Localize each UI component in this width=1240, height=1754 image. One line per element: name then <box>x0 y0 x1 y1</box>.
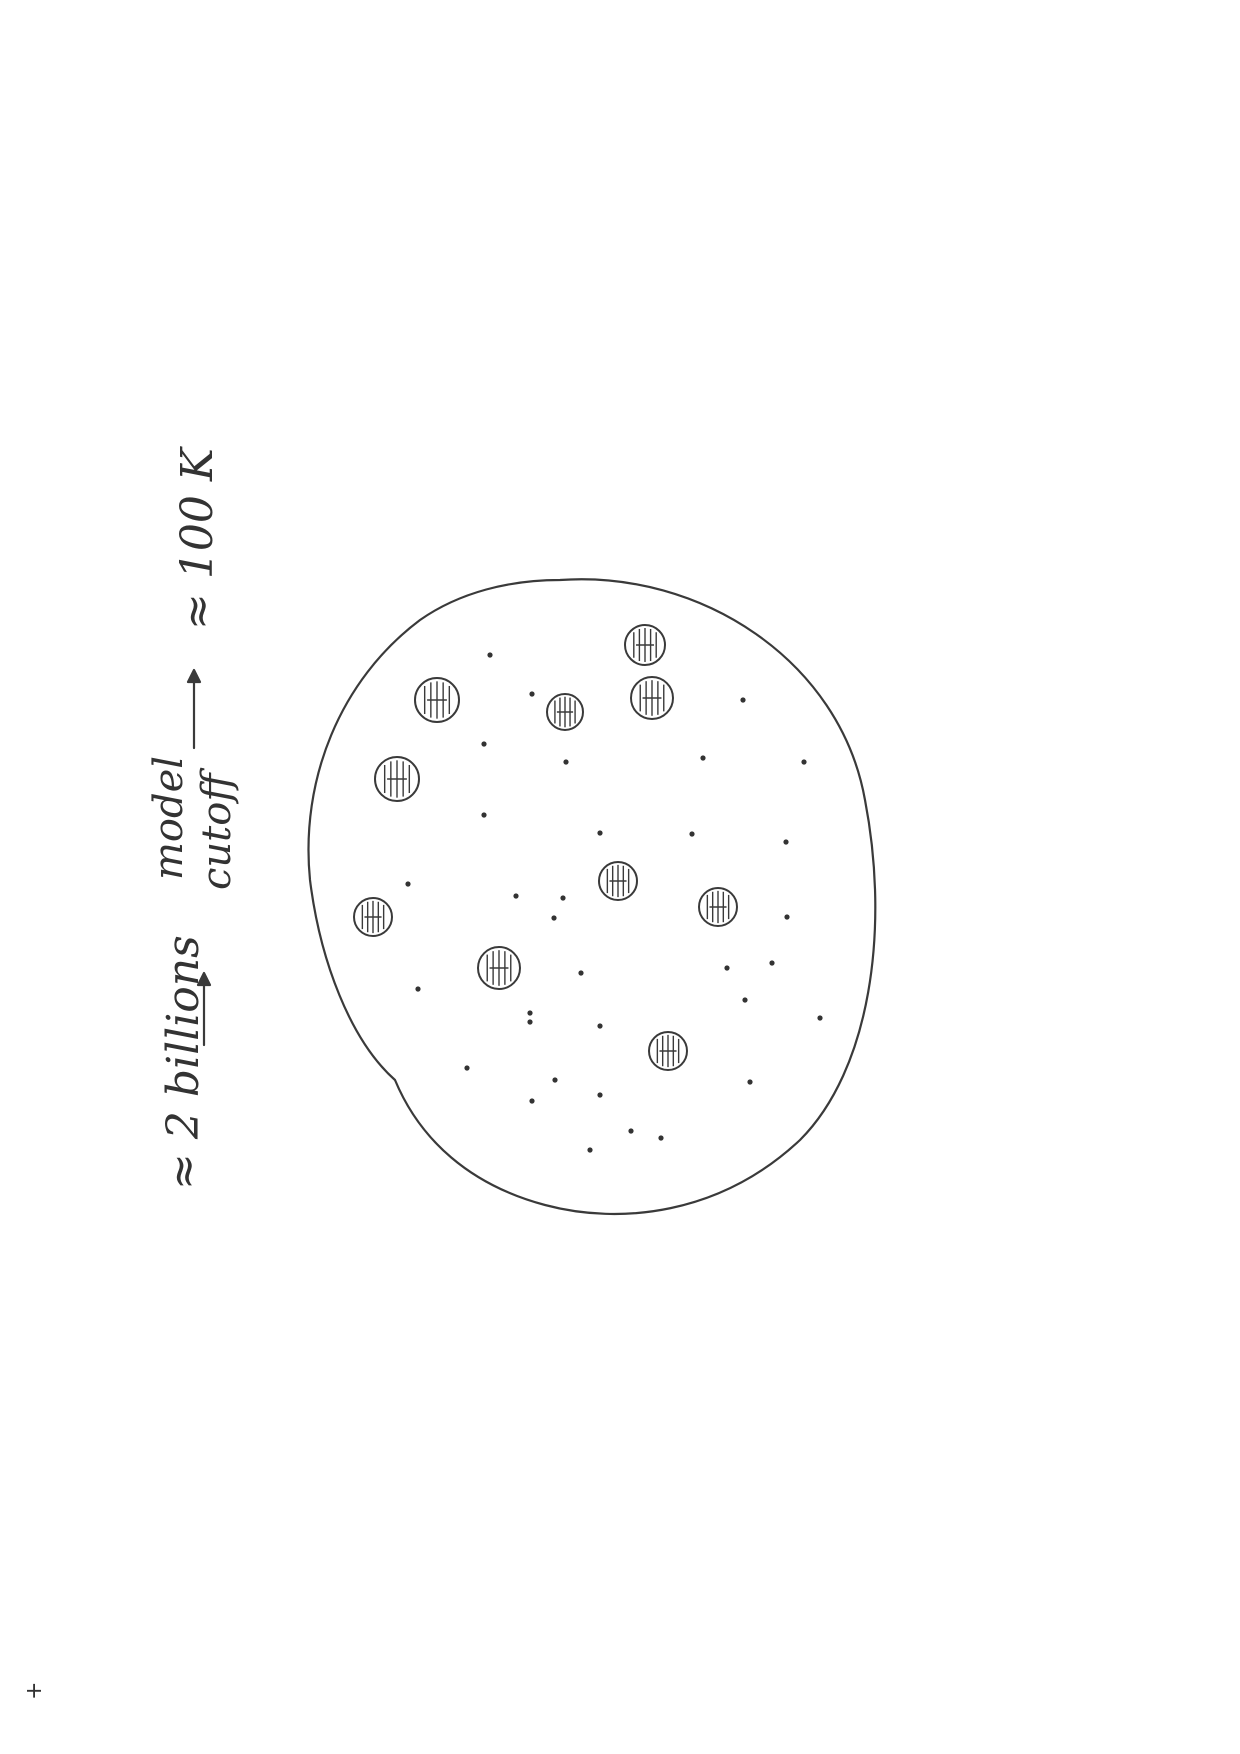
circled-marker <box>414 677 460 723</box>
dot <box>769 960 775 966</box>
dot <box>529 1098 535 1104</box>
dot <box>405 881 411 887</box>
dot <box>578 970 584 976</box>
dot <box>597 1092 603 1098</box>
dot <box>527 1019 533 1025</box>
cutoff-label-group: cutoff <box>194 767 240 890</box>
cutoff-label: cutoff <box>194 767 240 890</box>
arrow-2 <box>186 668 202 750</box>
circled-marker <box>698 887 738 927</box>
dot <box>415 986 421 992</box>
circled-marker <box>477 946 521 990</box>
circled-marker <box>353 897 393 937</box>
corner-mark: + <box>22 1681 47 1700</box>
dot <box>563 759 569 765</box>
dot <box>487 652 493 658</box>
dot <box>560 895 566 901</box>
dot <box>481 741 487 747</box>
dot <box>513 893 519 899</box>
dot <box>817 1015 823 1021</box>
dot <box>464 1065 470 1071</box>
dot <box>597 830 603 836</box>
arrow-1 <box>196 971 212 1047</box>
dots-layer <box>405 652 823 1153</box>
circled-marker <box>598 861 638 901</box>
dot <box>801 759 807 765</box>
circled-marker <box>546 693 584 731</box>
dot <box>551 915 557 921</box>
dot <box>784 914 790 920</box>
circled-markers-layer <box>353 624 738 1071</box>
dot <box>742 997 748 1003</box>
dot <box>628 1128 634 1134</box>
dot <box>481 812 487 818</box>
dot <box>783 839 789 845</box>
dot <box>747 1079 753 1085</box>
dot <box>658 1135 664 1141</box>
circled-marker <box>630 676 674 720</box>
left-quantity-group: ≈ 2 billions <box>158 935 209 1190</box>
dot <box>689 831 695 837</box>
dot <box>740 697 746 703</box>
circled-marker <box>648 1031 688 1071</box>
dot <box>552 1077 558 1083</box>
circled-marker <box>624 624 666 666</box>
right-quantity-group: ≈ 100 K <box>172 446 223 630</box>
model-label: model <box>146 756 192 880</box>
right-quantity-label: ≈ 100 K <box>172 446 223 630</box>
dot <box>597 1023 603 1029</box>
model-label-group: model <box>146 756 192 880</box>
dot <box>700 755 706 761</box>
left-quantity-label: ≈ 2 billions <box>158 935 209 1190</box>
circled-marker <box>374 756 420 802</box>
dot <box>527 1010 533 1016</box>
dot <box>529 691 535 697</box>
dot <box>724 965 730 971</box>
dot <box>587 1147 593 1153</box>
population-circle <box>307 578 877 1216</box>
